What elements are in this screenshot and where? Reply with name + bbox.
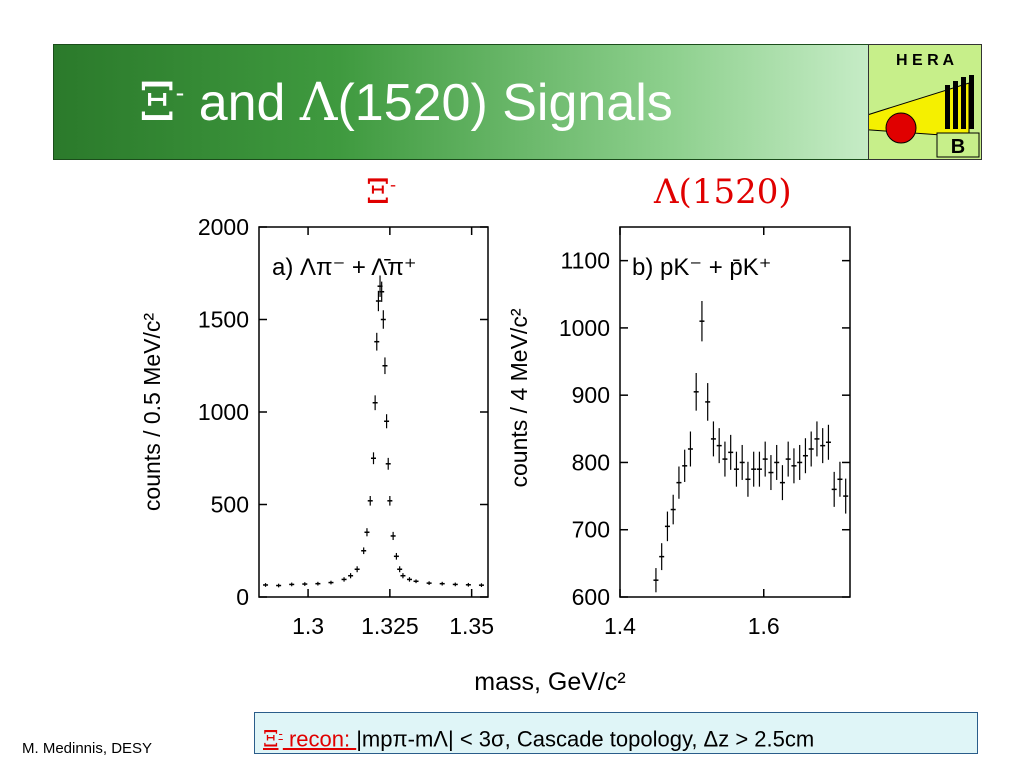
- panel-b-frame: [619, 226, 851, 598]
- panel-b-ytick-label: 900: [572, 382, 610, 408]
- panel-b-xtick-label: 1.6: [748, 613, 780, 639]
- recon-note: Ξ- recon: |mpπ-mΛ| < 3σ, Cascade topolog…: [254, 712, 978, 754]
- logo-bar-3: [961, 77, 966, 129]
- title-and: and: [184, 74, 300, 132]
- panel-a-label: a) Λπ⁻ + Λ̄π⁺: [272, 254, 417, 281]
- panel-b-data: [653, 301, 849, 593]
- recon-label: recon:: [282, 726, 357, 752]
- panel-b-ytick-label: 1000: [559, 315, 610, 341]
- panel-a-frame: [258, 226, 489, 598]
- title-banner: Ξ- and Λ(1520) Signals: [53, 44, 870, 160]
- xi-label-symbol: Ξ: [366, 172, 390, 212]
- page-title: Ξ- and Λ(1520) Signals: [139, 73, 673, 133]
- panel-a-xtick-label: 1.325: [361, 613, 419, 639]
- panel-a-data: [263, 275, 484, 588]
- panel-a-ytick-label: 1000: [198, 399, 249, 425]
- author-footer: M. Medinnis, DESY: [22, 740, 153, 757]
- panel-b-ytick-label: 600: [572, 584, 610, 610]
- panel-b-ytick-label: 800: [572, 449, 610, 475]
- panel-b-ticks: 600 700 800 900 1000 1100 1.4 1.6: [559, 227, 850, 639]
- panel-b-label: b) pK⁻ + p̄K⁺: [632, 254, 771, 281]
- panel-b-xtick-label: 1.4: [604, 613, 636, 639]
- panel-a-xtick-label: 1.35: [449, 613, 494, 639]
- logo-bar-1: [945, 85, 950, 129]
- panel-a-xtick-label: 1.3: [292, 613, 324, 639]
- panel-a-ticks: 0 500 1000 1500 2000 1.3 1.325 1.35: [198, 214, 494, 639]
- title-lambda-symbol: Λ: [299, 73, 338, 133]
- logo-bar-2: [953, 81, 958, 129]
- xi-label: Ξ-: [366, 172, 396, 212]
- logo-b-box: [936, 132, 980, 158]
- panel-a-ytick-label: 1500: [198, 307, 249, 333]
- logo-text-bottom: B: [951, 136, 965, 158]
- x-axis-label: mass, GeV/c²: [474, 668, 625, 696]
- panel-a-ytick-label: 0: [236, 584, 249, 610]
- recon-criteria: |mpπ-mΛ| < 3σ, Cascade topology, Δz > 2.…: [356, 726, 815, 752]
- recon-xi-symbol: Ξ: [263, 727, 279, 753]
- panel-a-ytick-label: 500: [211, 492, 249, 518]
- panel-a-ylabel: counts / 0.5 MeV/c²: [139, 313, 165, 511]
- logo-text-top: H E R A: [896, 52, 955, 69]
- xi-label-superscript: -: [389, 174, 397, 196]
- logo-bar-4: [969, 75, 974, 129]
- title-xi-symbol: Ξ: [139, 73, 176, 133]
- panel-a-ytick-label: 2000: [198, 214, 249, 240]
- lambda-1520-label: Λ(1520): [654, 172, 792, 212]
- title-xi-superscript: -: [175, 77, 185, 108]
- panel-b-ytick-label: 700: [572, 517, 610, 543]
- panel-b-ytick-label: 1100: [561, 248, 610, 274]
- logo-red-circle: [885, 112, 917, 144]
- recon-xi-superscript: -: [278, 726, 283, 741]
- title-rest: (1520) Signals: [337, 74, 673, 132]
- panel-b-ylabel: counts / 4 MeV/c²: [506, 308, 532, 487]
